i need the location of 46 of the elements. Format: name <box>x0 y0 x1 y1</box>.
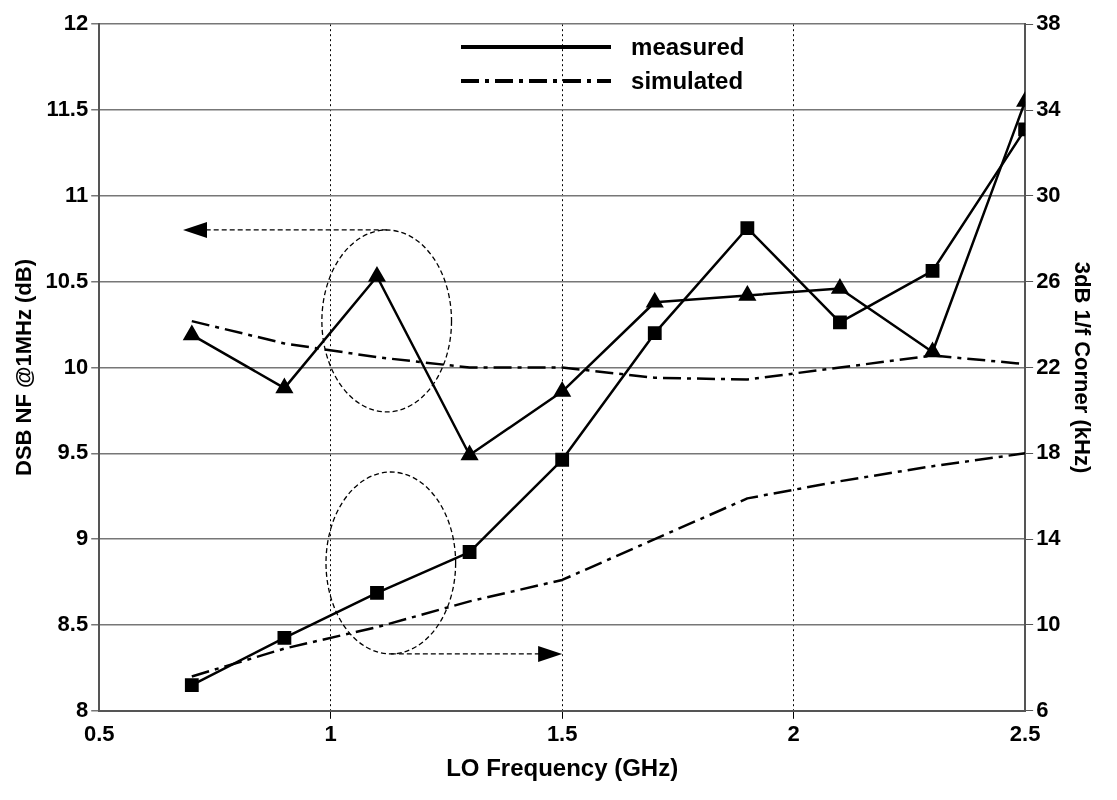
x-tick-label: 0.5 <box>83 721 115 747</box>
y-tick-label: 10.5 <box>45 267 89 293</box>
y2-tick-label: 6 <box>1036 696 1049 722</box>
point <box>277 630 292 645</box>
y-axis-title: DSB NF @1MHz (dB) <box>11 259 37 476</box>
y2-tick-label: 10 <box>1036 611 1061 637</box>
y2-tick-label: 30 <box>1036 181 1061 207</box>
point <box>833 315 847 330</box>
x-tick-label: 1.5 <box>546 721 578 747</box>
point <box>370 585 384 600</box>
point <box>925 264 940 278</box>
annotation: simulated <box>631 66 744 97</box>
point <box>740 221 755 235</box>
y-tick-label: 9.5 <box>57 439 89 465</box>
y-tick-label: 9 <box>75 525 89 551</box>
x-tick-label: 2 <box>787 721 800 747</box>
point <box>276 378 293 394</box>
x-tick-label: 2.5 <box>1009 721 1041 747</box>
point <box>462 545 477 559</box>
point <box>368 267 386 282</box>
x-axis-title: LO Frequency (GHz) <box>446 754 679 782</box>
y-tick-label: 11.5 <box>46 96 89 122</box>
y2-tick-label: 26 <box>1036 267 1061 293</box>
y-tick-label: 8.5 <box>57 611 89 637</box>
point <box>554 382 571 397</box>
point <box>183 325 200 341</box>
point <box>555 452 570 467</box>
y2-tick-label: 14 <box>1036 525 1062 551</box>
y2-tick-label: 34 <box>1036 96 1062 122</box>
y2-tick-label: 22 <box>1036 353 1061 379</box>
y-tick-label: 10 <box>63 353 89 379</box>
point <box>647 326 662 341</box>
point <box>739 286 756 301</box>
annotation: measured <box>631 32 745 63</box>
y-tick-label: 11 <box>64 181 89 207</box>
y2-tick-label: 38 <box>1036 10 1061 36</box>
y-tick-label: 8 <box>75 696 89 722</box>
point <box>831 279 849 294</box>
x-tick-label: 1 <box>324 721 337 747</box>
point <box>461 445 478 461</box>
y2-tick-label: 18 <box>1036 439 1061 465</box>
point <box>646 293 663 308</box>
point <box>924 342 941 358</box>
y-tick-label: 12 <box>63 10 89 36</box>
point <box>184 678 199 692</box>
y2-axis-title: 3dB 1/f Corner (kHz) <box>1069 261 1095 474</box>
